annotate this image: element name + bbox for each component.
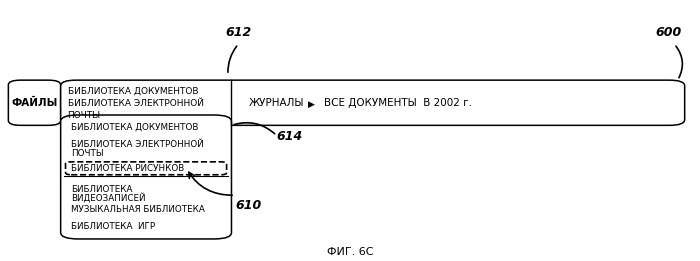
Text: БИБЛИОТЕКА РИСУНКОВ: БИБЛИОТЕКА РИСУНКОВ: [71, 164, 184, 173]
Text: ВИДЕОЗАПИСЕЙ: ВИДЕОЗАПИСЕЙ: [71, 193, 146, 203]
FancyBboxPatch shape: [8, 80, 61, 125]
Text: БИБЛИОТЕКА ЭЛЕКТРОННОЙ: БИБЛИОТЕКА ЭЛЕКТРОННОЙ: [71, 140, 204, 149]
Text: БИБЛИОТЕКА ДОКУМЕНТОВ: БИБЛИОТЕКА ДОКУМЕНТОВ: [68, 87, 198, 96]
Text: БИБЛИОТЕКА: БИБЛИОТЕКА: [71, 185, 132, 194]
FancyBboxPatch shape: [61, 115, 232, 239]
Text: 610: 610: [235, 199, 261, 212]
Text: ФАЙЛЫ: ФАЙЛЫ: [11, 98, 57, 108]
Text: ПОЧТЫ: ПОЧТЫ: [68, 111, 101, 120]
Text: ВСЕ ДОКУМЕНТЫ  В 2002 г.: ВСЕ ДОКУМЕНТЫ В 2002 г.: [323, 98, 472, 108]
Text: 614: 614: [276, 130, 303, 144]
Text: БИБЛИОТЕКА ДОКУМЕНТОВ: БИБЛИОТЕКА ДОКУМЕНТОВ: [71, 123, 199, 132]
Text: ФИГ. 6С: ФИГ. 6С: [327, 247, 373, 257]
Text: БИБЛИОТЕКА ЭЛЕКТРОННОЙ: БИБЛИОТЕКА ЭЛЕКТРОННОЙ: [68, 99, 204, 108]
FancyBboxPatch shape: [61, 80, 685, 125]
Text: ЖУРНАЛЫ: ЖУРНАЛЫ: [249, 98, 304, 108]
Text: МУЗЫКАЛЬНАЯ БИБЛИОТЕКА: МУЗЫКАЛЬНАЯ БИБЛИОТЕКА: [71, 205, 205, 214]
Text: 600: 600: [655, 26, 681, 39]
Text: ПОЧТЫ: ПОЧТЫ: [71, 149, 104, 158]
Text: ▶: ▶: [308, 99, 315, 109]
Text: 612: 612: [225, 26, 251, 39]
Text: БИБЛИОТЕКА  ИГР: БИБЛИОТЕКА ИГР: [71, 222, 155, 231]
